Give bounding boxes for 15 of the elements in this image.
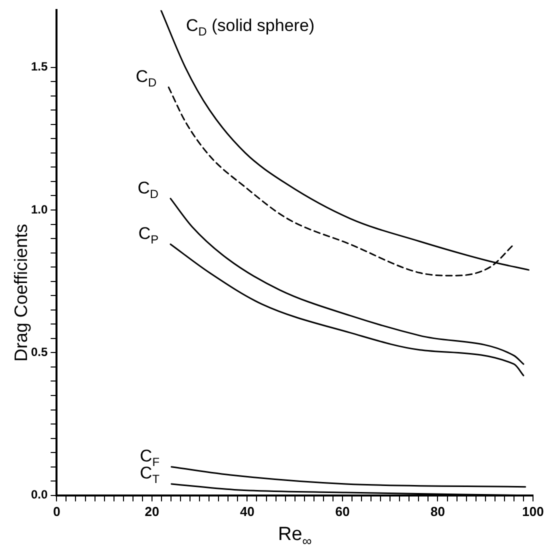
y-tick-label: 1.0 [30, 202, 48, 216]
y-tick-label: 1.5 [30, 60, 48, 74]
y-axis-title: Drag Coefficients [10, 224, 31, 362]
line-series [170, 243, 524, 376]
x-tick-label: 100 [522, 504, 544, 519]
x-tick-label: 40 [240, 504, 254, 519]
y-tick-label: 0.5 [30, 345, 48, 360]
y-tick-label: 0.0 [30, 488, 48, 502]
line-series [170, 198, 524, 365]
x-tick-label: 60 [335, 504, 350, 519]
x-tick-label: 80 [430, 504, 445, 519]
line-series [170, 466, 526, 488]
x-tick-label: 20 [144, 504, 160, 519]
x-axis-title: Re∞ [278, 524, 312, 548]
x-tick-label: 0 [53, 504, 60, 519]
